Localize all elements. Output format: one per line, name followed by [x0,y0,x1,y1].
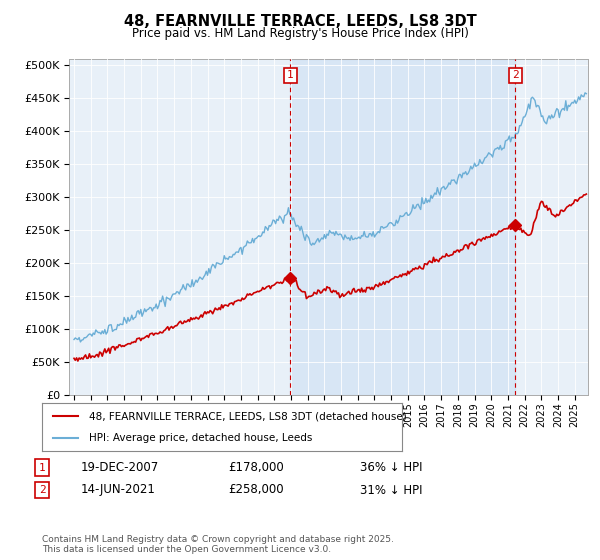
Text: HPI: Average price, detached house, Leeds: HPI: Average price, detached house, Leed… [89,433,312,443]
Text: 1: 1 [38,463,46,473]
Text: £258,000: £258,000 [228,483,284,497]
Text: 31% ↓ HPI: 31% ↓ HPI [360,483,422,497]
Text: 2: 2 [512,71,519,80]
Text: Price paid vs. HM Land Registry's House Price Index (HPI): Price paid vs. HM Land Registry's House … [131,27,469,40]
Text: 1: 1 [287,71,294,80]
Text: 48, FEARNVILLE TERRACE, LEEDS, LS8 3DT: 48, FEARNVILLE TERRACE, LEEDS, LS8 3DT [124,14,476,29]
Text: 2: 2 [38,485,46,495]
Text: 19-DEC-2007: 19-DEC-2007 [81,461,159,474]
Text: Contains HM Land Registry data © Crown copyright and database right 2025.
This d: Contains HM Land Registry data © Crown c… [42,535,394,554]
Bar [290,59,515,395]
Text: 36% ↓ HPI: 36% ↓ HPI [360,461,422,474]
Text: 48, FEARNVILLE TERRACE, LEEDS, LS8 3DT (detached house): 48, FEARNVILLE TERRACE, LEEDS, LS8 3DT (… [89,411,407,421]
Text: £178,000: £178,000 [228,461,284,474]
Text: 14-JUN-2021: 14-JUN-2021 [81,483,156,497]
